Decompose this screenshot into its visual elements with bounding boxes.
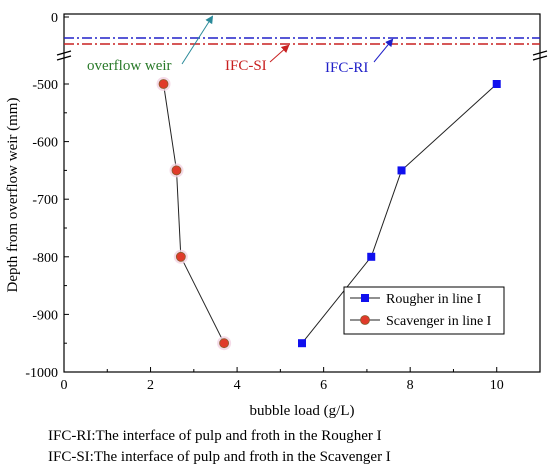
- data-point-rougher: [298, 339, 306, 348]
- y-tick-label: -1000: [25, 366, 58, 381]
- data-point-scavenger: [219, 338, 230, 349]
- y-tick-label: -900: [32, 308, 58, 323]
- y-tick-label: -500: [32, 78, 58, 93]
- legend-marker-scavenger: [360, 315, 370, 325]
- annotation-overflow-weir: overflow weir: [87, 58, 172, 74]
- data-point-rougher: [492, 80, 501, 88]
- x-axis-title: bubble load (g/L): [250, 403, 355, 419]
- annotation-ifc-ri: IFC-RI: [325, 60, 368, 76]
- y-axis-title: Depth from overflow weir (mm): [5, 98, 21, 293]
- series-line-0: [301, 83, 498, 344]
- legend-label-scavenger: Scavenger in line I: [386, 314, 492, 329]
- x-axis-ticks: 0 2 4 6 8 10: [61, 367, 541, 393]
- x-tick-label: 4: [234, 378, 241, 393]
- note-ifc-ri: IFC-RI:The interface of pulp and froth i…: [48, 428, 382, 444]
- legend-label-rougher: Rougher in line I: [386, 292, 482, 307]
- axis-break: [56, 50, 548, 61]
- legend-box: [343, 286, 505, 335]
- data-point-scavenger: [158, 79, 169, 89]
- note-ifc-si: IFC-SI:The interface of pulp and froth i…: [48, 449, 391, 465]
- arrow-ifc-si: [269, 44, 290, 63]
- data-point-scavenger: [175, 251, 186, 262]
- y-tick-label: 0: [51, 11, 58, 26]
- data-point-rougher: [367, 252, 376, 261]
- series-layer: [156, 77, 501, 351]
- annotation-ifc-si: IFC-SI: [225, 58, 267, 74]
- x-tick-label: 10: [490, 378, 504, 393]
- x-tick-label: 6: [320, 378, 327, 393]
- plot-frame: [63, 13, 541, 373]
- y-tick-label: -600: [32, 136, 58, 151]
- legend-marker-rougher: [361, 294, 369, 302]
- arrow-ifc-ri: [373, 38, 394, 63]
- y-tick-label: -700: [32, 193, 58, 208]
- legend: Rougher in line I Scavenger in line I: [343, 286, 505, 335]
- data-point-scavenger: [171, 165, 182, 176]
- x-tick-label: 2: [147, 378, 154, 393]
- y-axis-ticks: 0 -500 -600 -700 -800 -900 -1000: [25, 11, 69, 381]
- series-line-1: [163, 83, 225, 344]
- y-tick-label: -800: [32, 251, 58, 266]
- arrow-overflow-weir: [181, 15, 214, 65]
- x-tick-label: 8: [407, 378, 414, 393]
- data-point-rougher: [397, 166, 406, 175]
- x-tick-label: 0: [61, 378, 68, 393]
